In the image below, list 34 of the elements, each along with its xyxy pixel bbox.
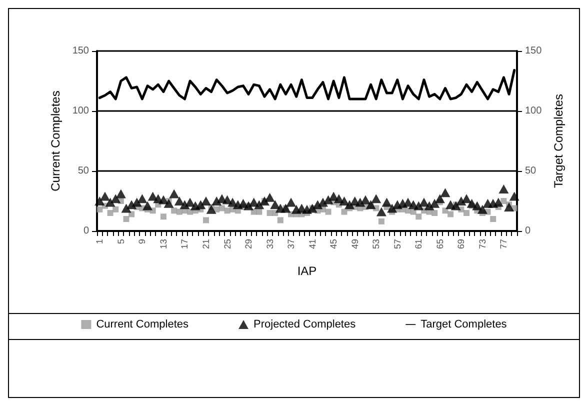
x-tick-label: 53 bbox=[371, 239, 382, 250]
y-tick-label: 150 bbox=[72, 46, 90, 56]
x-tick-label: 21 bbox=[200, 239, 211, 250]
x-tick-label: 45 bbox=[328, 239, 339, 250]
x-tick-label: 17 bbox=[180, 239, 190, 250]
y2-tick-label: 0 bbox=[525, 226, 531, 236]
y-axis-title: Current Completes bbox=[48, 90, 62, 192]
x-tick-label: 61 bbox=[414, 239, 424, 250]
x-tick-label: 13 bbox=[158, 239, 168, 250]
y-tick-label: 0 bbox=[83, 226, 90, 236]
y-tick-label: 50 bbox=[78, 166, 90, 176]
x-tick-label: 33 bbox=[264, 239, 275, 250]
x-tick-label: 69 bbox=[456, 239, 466, 250]
y2-tick-label: 50 bbox=[525, 166, 537, 176]
x-tick-label: 65 bbox=[434, 239, 445, 250]
y2-tick-label: 150 bbox=[525, 46, 542, 56]
x-tick-label: 77 bbox=[498, 239, 509, 250]
x-tick-label: 5 bbox=[116, 239, 126, 244]
x-tick-label: 9 bbox=[137, 239, 148, 244]
x-tick-label: 29 bbox=[244, 239, 254, 250]
legend-label: Projected Completes bbox=[254, 318, 356, 330]
x-tick-label: 57 bbox=[392, 239, 402, 250]
y2-axis-title: Target Completes bbox=[552, 94, 566, 188]
x-tick-label: 41 bbox=[307, 239, 318, 250]
x-tick-label: 37 bbox=[286, 239, 296, 250]
legend-label: Current Completes bbox=[96, 318, 189, 330]
x-tick-label: 25 bbox=[222, 239, 232, 250]
x-tick-label: 73 bbox=[477, 239, 488, 250]
y2-tick-label: 100 bbox=[525, 106, 542, 116]
x-tick-label: 49 bbox=[350, 239, 360, 250]
y-tick-label: 100 bbox=[72, 106, 90, 116]
x-tick-label: 1 bbox=[94, 239, 105, 244]
x-axis-title: IAP bbox=[297, 264, 317, 278]
legend-label: Target Completes bbox=[420, 318, 508, 330]
